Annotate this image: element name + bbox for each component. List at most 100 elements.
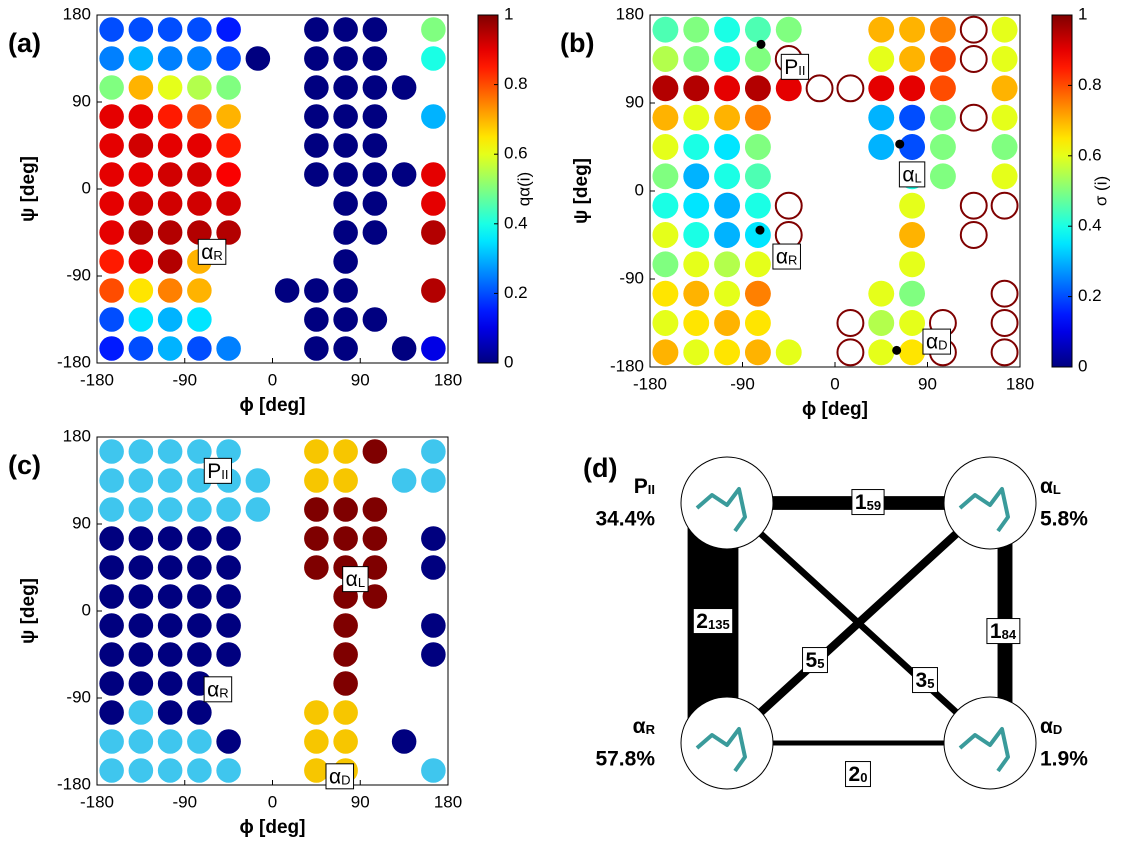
data-dot xyxy=(652,104,679,131)
data-dot xyxy=(683,251,710,278)
data-dot xyxy=(216,584,241,609)
data-dot xyxy=(683,75,710,102)
x-tick-label: 0 xyxy=(268,792,277,811)
data-dot xyxy=(990,309,1019,337)
data-dot xyxy=(245,497,271,522)
data-dot xyxy=(899,339,926,366)
data-dot xyxy=(421,555,446,580)
data-dot xyxy=(157,336,183,361)
colorbar-tick-label: 1 xyxy=(504,4,513,23)
data-dot xyxy=(899,251,926,278)
data-dot xyxy=(683,163,710,190)
data-dot xyxy=(216,162,241,187)
data-dot xyxy=(216,336,241,361)
data-dot xyxy=(683,46,710,72)
state-label: αR xyxy=(207,678,229,701)
colorbar-tick-label: 0.6 xyxy=(504,144,528,163)
data-dot xyxy=(99,497,124,522)
data-dot xyxy=(128,278,154,303)
data-dot xyxy=(333,336,358,361)
data-dot xyxy=(991,75,1018,102)
data-dot xyxy=(99,75,124,100)
data-dot xyxy=(421,162,446,187)
state-label: αR xyxy=(201,240,223,263)
data-dot xyxy=(391,729,417,754)
data-dot xyxy=(683,16,710,43)
data-dot xyxy=(362,526,388,551)
data-dot xyxy=(714,104,741,131)
x-axis-label: ϕ [deg] xyxy=(240,395,306,416)
data-dot xyxy=(929,46,956,72)
data-dot xyxy=(333,729,358,754)
state-center xyxy=(895,139,905,149)
data-dot xyxy=(899,46,926,72)
x-tick-label: 90 xyxy=(918,374,937,393)
molecule xyxy=(958,727,1010,773)
state-center xyxy=(756,39,766,49)
data-dot xyxy=(868,339,895,366)
data-dot xyxy=(99,729,124,754)
data-dot xyxy=(421,468,446,493)
data-dot xyxy=(157,468,183,493)
data-dot xyxy=(304,133,329,158)
x-tick-label: -180 xyxy=(80,792,114,811)
data-dot xyxy=(333,439,358,464)
data-dot xyxy=(99,584,124,609)
data-dot xyxy=(391,336,417,361)
panel-label: (d) xyxy=(583,453,617,483)
data-dot xyxy=(187,17,212,42)
data-dot xyxy=(421,439,446,464)
data-dot xyxy=(99,642,124,667)
data-dot xyxy=(187,104,212,129)
y-tick-label: -90 xyxy=(66,265,91,284)
data-dot xyxy=(128,526,154,551)
data-dot xyxy=(991,163,1018,190)
data-dot xyxy=(99,46,124,71)
colorbar-tick-label: 0.2 xyxy=(504,283,528,302)
y-tick-label: -90 xyxy=(66,687,91,706)
x-tick-label: -90 xyxy=(730,374,755,393)
data-dot xyxy=(744,75,771,102)
data-dot xyxy=(683,192,710,219)
data-dot xyxy=(157,162,183,187)
data-dot xyxy=(187,555,212,580)
x-tick-label: 180 xyxy=(434,370,462,389)
data-dot xyxy=(362,584,388,609)
data-dot xyxy=(157,439,183,464)
colorbar-tick-label: 0.4 xyxy=(1078,216,1102,235)
node-percent: 5.8% xyxy=(1040,508,1088,531)
y-tick-label: 90 xyxy=(72,91,91,110)
data-dot xyxy=(836,309,865,337)
data-dot xyxy=(99,613,124,638)
data-dot xyxy=(421,642,446,667)
data-dot xyxy=(99,249,124,274)
data-dot xyxy=(216,104,241,129)
data-dot xyxy=(187,642,212,667)
data-dot xyxy=(744,251,771,278)
data-dot xyxy=(304,46,329,71)
data-dot xyxy=(333,249,358,274)
data-dot xyxy=(157,758,183,783)
data-dot xyxy=(652,339,679,366)
data-dot xyxy=(128,497,154,522)
data-dot xyxy=(652,16,679,43)
data-dot xyxy=(157,249,183,274)
data-dot xyxy=(652,222,679,248)
state-label: αD xyxy=(329,765,351,788)
data-dot xyxy=(157,307,183,332)
state-label: αL xyxy=(902,163,921,186)
data-dot xyxy=(899,16,926,43)
data-dot xyxy=(304,439,329,464)
data-dot xyxy=(333,75,358,100)
data-dot xyxy=(187,278,212,303)
data-dot xyxy=(421,758,446,783)
label-box xyxy=(772,243,801,270)
data-dot xyxy=(274,278,300,303)
data-dot xyxy=(187,191,212,216)
data-dot xyxy=(157,191,183,216)
data-dot xyxy=(187,584,212,609)
data-dot xyxy=(836,338,865,367)
data-dot xyxy=(652,192,679,219)
data-dot xyxy=(128,133,154,158)
label-box xyxy=(912,667,938,694)
